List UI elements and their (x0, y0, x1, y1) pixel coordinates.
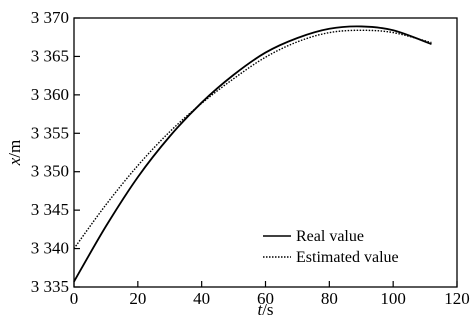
x-axis-label-var: t (257, 300, 263, 319)
y-axis-ticks: 3 335 3 340 3 345 3 350 3 355 3 360 3 365 3 370 (31, 8, 80, 296)
y-tick-label: 3 355 (31, 123, 69, 142)
x-tick-label: 100 (380, 289, 406, 308)
y-tick-label: 3 340 (31, 239, 69, 258)
y-tick-label: 3 365 (31, 46, 69, 65)
y-tick-label: 3 360 (31, 85, 69, 104)
x-tick-label: 80 (321, 289, 338, 308)
y-axis-label-var: x (5, 157, 24, 166)
x-tick-label: 120 (444, 289, 470, 308)
y-tick-label: 3 370 (31, 8, 69, 27)
series-real-value-line (73, 25, 432, 283)
y-tick-label: 3 350 (31, 162, 69, 181)
series-group (73, 25, 432, 283)
x-tick-label: 40 (193, 289, 210, 308)
legend-label-estimated: Estimated value (296, 249, 399, 266)
y-axis-label-unit: /m (5, 140, 24, 158)
series-estimated-value-line (73, 29, 432, 249)
x-axis-label-unit: /s (262, 300, 273, 319)
x-tick-label: 0 (70, 289, 79, 308)
legend: Real value Estimated value (263, 228, 399, 266)
x-tick-label: 60 (257, 289, 274, 308)
y-axis-label: x/m (5, 140, 24, 167)
x-axis-label: t/s (257, 300, 273, 319)
x-axis-ticks: 0 20 40 60 80 100 120 (70, 281, 470, 308)
y-tick-label: 3 335 (31, 277, 69, 296)
plot-frame (73, 17, 458, 288)
x-tick-label: 20 (129, 289, 146, 308)
legend-label-real: Real value (296, 228, 364, 245)
y-tick-label: 3 345 (31, 200, 69, 219)
